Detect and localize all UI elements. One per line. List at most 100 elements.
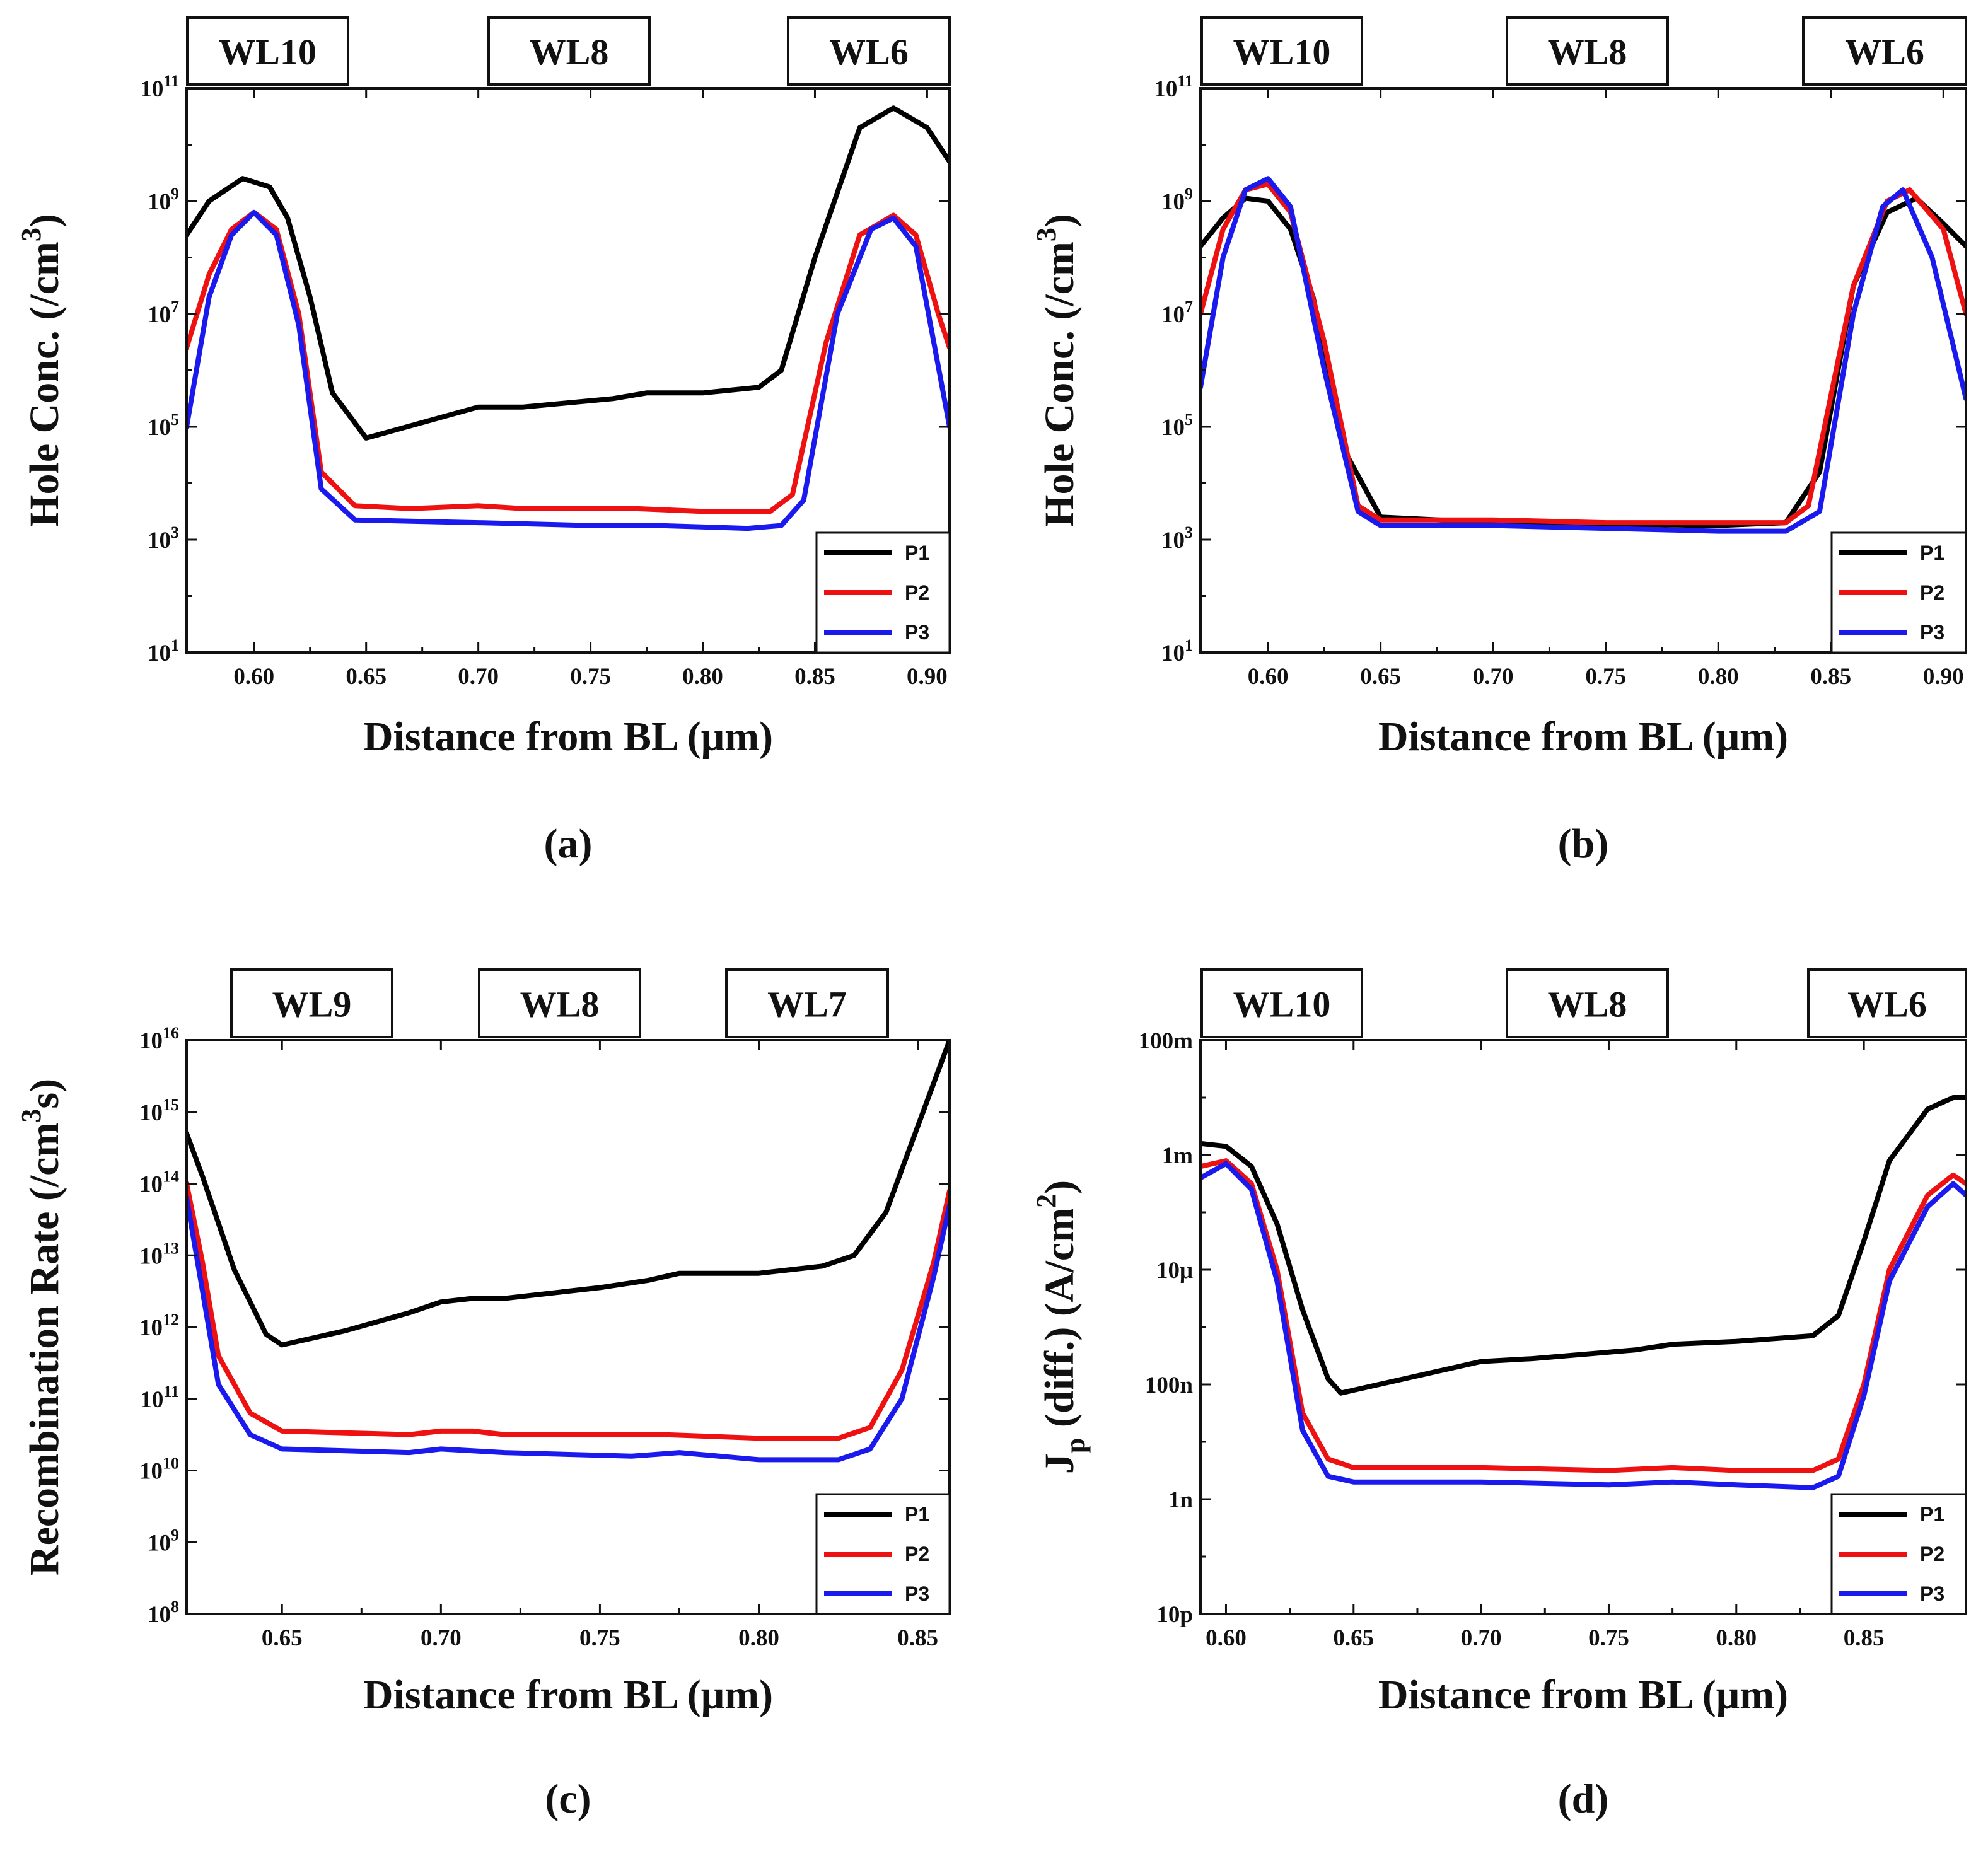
y-tick-base: 10: [139, 1172, 163, 1198]
y-tick-base: 10: [1161, 302, 1185, 328]
y-tick-exponent: 3: [1185, 523, 1193, 542]
wordline-box: [1506, 968, 1669, 1038]
wordline-box: [478, 968, 641, 1038]
y-tick-label: 103: [148, 523, 179, 554]
y-tick-exponent: 11: [1177, 72, 1193, 90]
y-axis-title-sup: 2: [1031, 1194, 1062, 1208]
y-tick-base: 10: [148, 302, 171, 328]
panel-tag: (a): [544, 821, 593, 867]
y-tick-base: 10: [139, 1315, 163, 1341]
wordline-label: WL8: [1548, 984, 1627, 1025]
legend: P1 P2 P3: [815, 531, 951, 654]
x-tick-label: 0.70: [458, 664, 499, 690]
x-tick-label: 0.60: [1248, 664, 1289, 690]
series-line-p3: [187, 1195, 950, 1463]
panel-a: WL10 WL8 WL6 0.60 0.65 0.70 0.75 0.80 0.85 0.90 10…: [16, 16, 951, 867]
legend-label-p1: P1: [905, 542, 929, 564]
x-axis-title: Distance from BL (μm): [363, 714, 773, 760]
legend-label-p1: P1: [1920, 542, 1944, 564]
x-tick-label: 0.65: [346, 664, 387, 690]
legend: P1 P2 P3: [815, 1493, 951, 1615]
y-tick-exponent: 5: [171, 410, 179, 429]
y-tick-label: 1013: [139, 1239, 179, 1269]
wordline-label: WL8: [1548, 32, 1627, 72]
x-tick-label: 0.75: [579, 1625, 620, 1651]
wordline-box: [1807, 968, 1967, 1038]
wordline-box: [1802, 16, 1967, 86]
y-tick-base: 10: [140, 1387, 163, 1413]
wordline-box: [186, 16, 349, 86]
y-tick-base: 10: [140, 76, 163, 102]
y-tick-label: 109: [1161, 185, 1193, 215]
series-line-p2: [1200, 1158, 1966, 1473]
panel-d: WL10 WL8 WL6 0.60 0.65 0.70 0.75 0.80 0.85 10p 1n 1…: [1031, 968, 1967, 1822]
y-axis-title-sup: 3: [1031, 228, 1062, 241]
y-tick-exponent: 7: [171, 298, 179, 316]
y-tick-exponent: 11: [163, 72, 179, 90]
y-tick-base: 10: [139, 1459, 163, 1485]
y-tick-exponent: 8: [171, 1598, 179, 1616]
wordline-label: WL6: [1845, 32, 1924, 72]
y-tick-label: 1014: [139, 1168, 179, 1198]
wordline-box: [787, 16, 951, 86]
y-tick-label: 1015: [139, 1096, 179, 1126]
y-tick-label: 107: [1161, 298, 1193, 328]
y-axis-title-sub: p: [1060, 1438, 1091, 1453]
y-tick-exponent: 11: [163, 1383, 179, 1401]
x-tick-label: 0.80: [1716, 1625, 1757, 1651]
y-tick-base: 10: [1161, 641, 1185, 666]
wordline-label: WL6: [1847, 984, 1927, 1025]
y-tick-base: 10: [139, 1243, 163, 1269]
y-tick-label: 109: [148, 185, 179, 215]
x-tick-label: 0.60: [1206, 1625, 1247, 1651]
legend-label-p2: P2: [905, 1543, 929, 1565]
y-axis-title-suffix: ): [21, 214, 67, 228]
y-tick-base: 10: [1154, 76, 1177, 102]
panel-tag: (d): [1558, 1776, 1609, 1822]
wordline-label: WL10: [1233, 984, 1331, 1025]
y-tick-base: 10: [139, 1100, 163, 1126]
y-axis-title-main: Recombination Rate (/cm: [21, 1123, 67, 1576]
y-tick-base: 10: [1161, 189, 1185, 215]
y-axis-title: Recombination Rate (/cm3s): [16, 1079, 67, 1575]
y-tick-label: 105: [1161, 410, 1193, 441]
y-axis-title-sup: 3: [16, 1109, 47, 1123]
y-tick-label: 100n: [1145, 1372, 1194, 1398]
y-tick-base: 10: [148, 1530, 171, 1556]
y-axis-title: Hole Conc. (/cm3): [16, 214, 67, 527]
legend-label-p3: P3: [1920, 1582, 1944, 1605]
x-axis-title: Distance from BL (μm): [1378, 1672, 1788, 1718]
x-tick-label: 0.85: [794, 664, 835, 690]
series-line-p1: [1200, 1095, 1966, 1396]
x-tick-label: 0.80: [738, 1625, 779, 1651]
y-tick-exponent: 9: [1185, 185, 1193, 203]
y-tick-exponent: 12: [163, 1311, 179, 1329]
wordline-box: [487, 16, 651, 86]
series-line-p1: [1200, 195, 1966, 528]
y-tick-label: 101: [148, 636, 179, 666]
y-tick-base: 10: [1161, 415, 1185, 441]
y-tick-exponent: 10: [163, 1454, 179, 1473]
wordline-box: [1200, 16, 1363, 86]
x-tick-label: 0.90: [1923, 664, 1964, 690]
y-tick-label: 108: [148, 1598, 179, 1628]
y-tick-label: 100m: [1139, 1028, 1194, 1054]
y-tick-exponent: 3: [171, 523, 179, 542]
series-line-p3: [187, 209, 950, 531]
series-line-p1: [187, 1040, 950, 1348]
y-tick-label: 1n: [1168, 1487, 1194, 1513]
wordline-label: WL8: [530, 32, 609, 72]
y-tick-exponent: 7: [1185, 298, 1193, 316]
series-line-p3: [1200, 176, 1966, 534]
y-axis-title-suffix: ): [1037, 214, 1083, 228]
y-tick-exponent: 9: [171, 185, 179, 203]
x-tick-label: 0.65: [262, 1625, 303, 1651]
y-tick-exponent: 5: [1185, 410, 1193, 429]
y-tick-base: 10: [148, 1602, 171, 1628]
y-axis-title-sup: 3: [16, 228, 47, 241]
wordline-label: WL8: [520, 984, 600, 1025]
y-axis-title: Hole Conc. (/cm3): [1031, 214, 1083, 527]
y-tick-label: 10p: [1156, 1602, 1193, 1628]
legend-label-p3: P3: [905, 621, 929, 644]
